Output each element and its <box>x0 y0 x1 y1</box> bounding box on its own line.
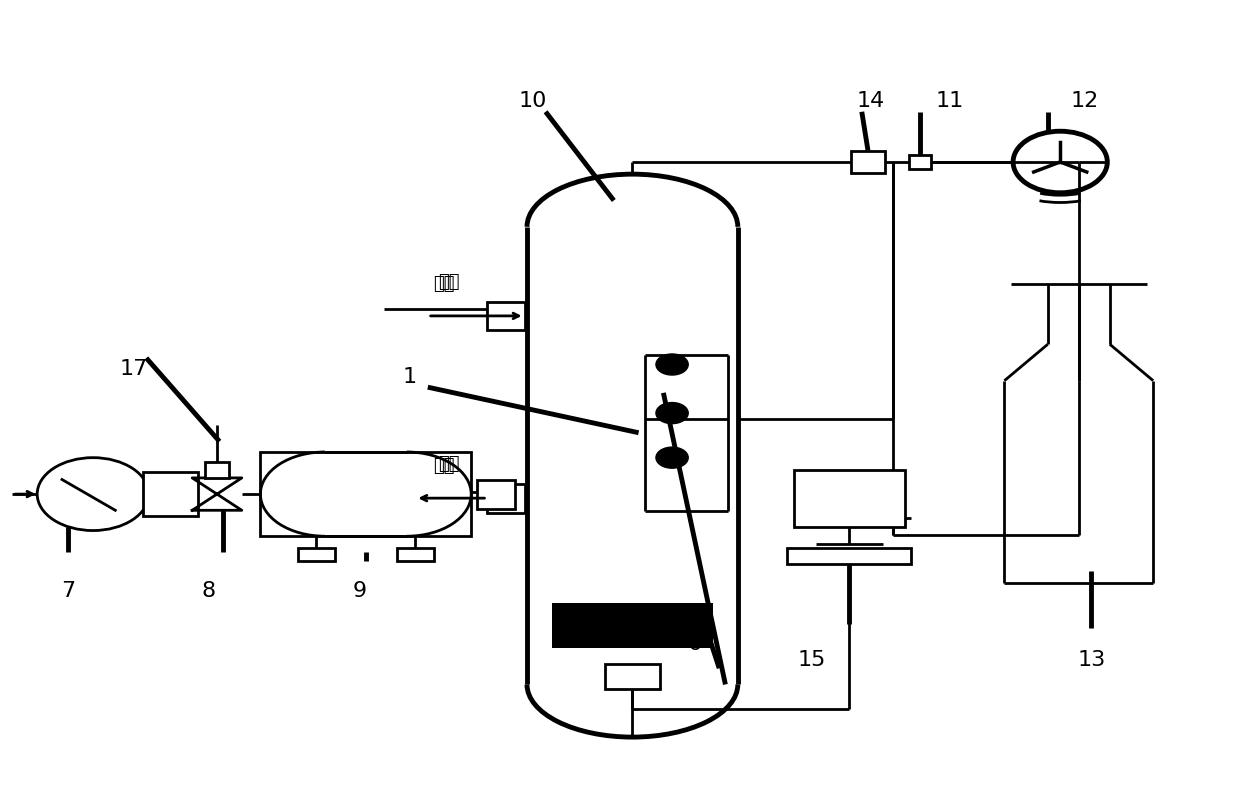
Text: 14: 14 <box>857 92 884 111</box>
Text: 进料: 进料 <box>433 275 455 292</box>
Bar <box>298 548 335 561</box>
Bar <box>477 480 515 509</box>
Bar <box>605 664 660 688</box>
Text: 13: 13 <box>1078 650 1105 670</box>
Bar <box>205 462 229 478</box>
Text: 7: 7 <box>61 582 76 601</box>
Bar <box>787 548 911 564</box>
Circle shape <box>656 354 688 375</box>
Text: 出料: 出料 <box>433 457 455 475</box>
Text: 17: 17 <box>120 359 148 378</box>
Bar <box>487 302 525 330</box>
Text: 12: 12 <box>1071 92 1099 111</box>
Bar <box>909 155 931 169</box>
Circle shape <box>37 458 149 531</box>
Text: 1: 1 <box>402 367 417 386</box>
Text: 15: 15 <box>799 650 826 670</box>
Text: 进料: 进料 <box>438 273 460 291</box>
Bar <box>851 151 885 173</box>
Bar <box>552 603 713 648</box>
Text: 出料: 出料 <box>438 455 460 473</box>
Text: 6: 6 <box>687 634 702 654</box>
Bar <box>143 472 198 516</box>
Text: 8: 8 <box>201 582 216 601</box>
Bar <box>794 470 905 526</box>
Text: 10: 10 <box>520 92 547 111</box>
Bar <box>397 548 434 561</box>
Bar <box>487 484 525 513</box>
Circle shape <box>656 447 688 468</box>
Text: 11: 11 <box>936 92 963 111</box>
Text: 9: 9 <box>352 582 367 601</box>
Circle shape <box>656 403 688 424</box>
Bar <box>260 452 471 536</box>
